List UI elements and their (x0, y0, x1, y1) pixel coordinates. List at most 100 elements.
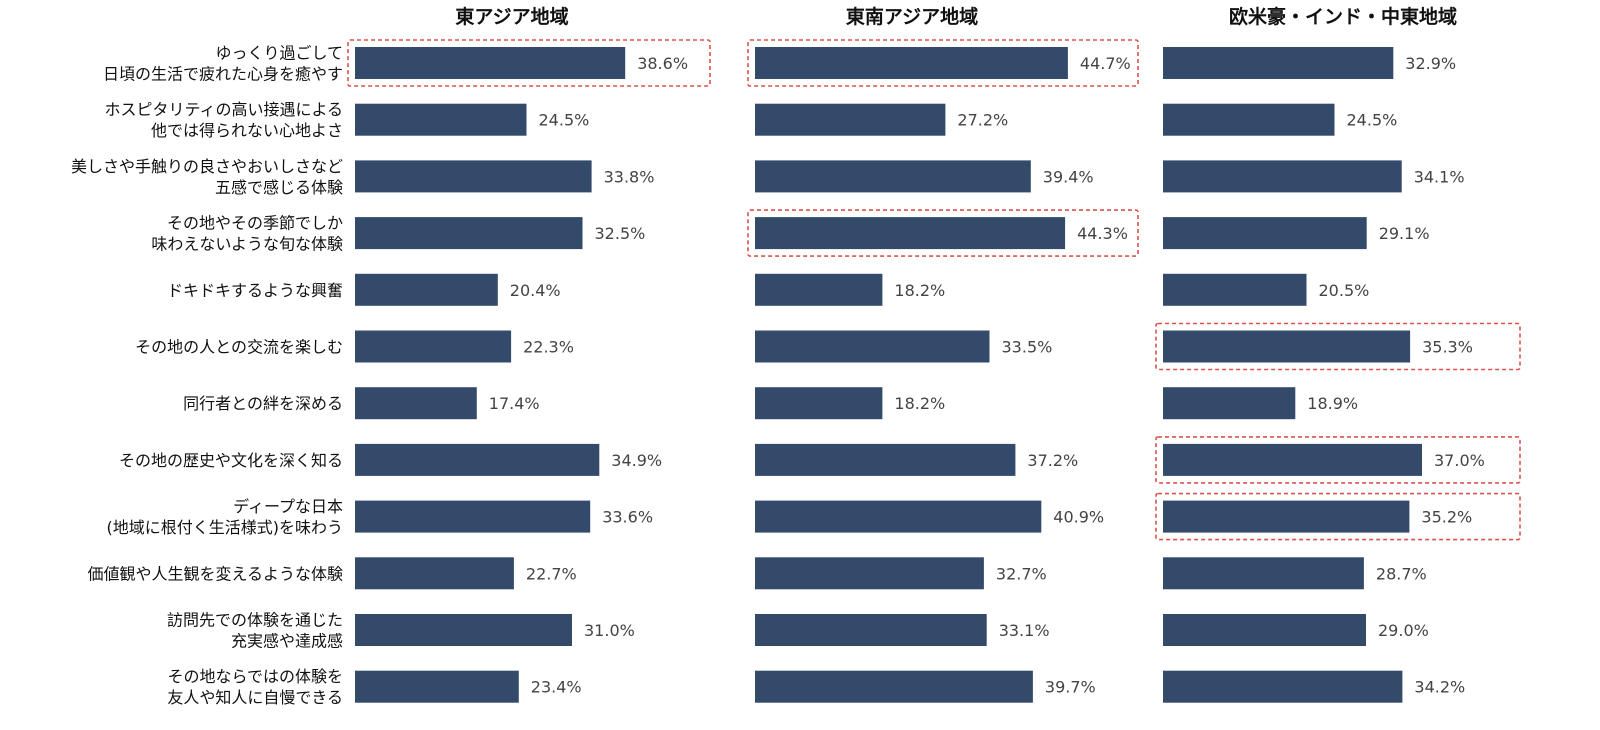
bar (755, 273, 883, 306)
bar (755, 500, 1042, 533)
category-label: 日頃の生活で疲れた心身を癒やす (103, 65, 343, 84)
bar (355, 614, 572, 646)
value-label: 32.5% (595, 224, 646, 243)
bar (355, 47, 626, 79)
panel-title: 東南アジア地域 (846, 5, 978, 28)
category-label: その地やその季節でしか (167, 214, 343, 233)
bar (1163, 273, 1307, 306)
category-label: ゆっくり過ごして (215, 44, 343, 63)
value-label: 39.4% (1043, 167, 1094, 186)
bar (355, 500, 591, 533)
value-label: 32.9% (1405, 54, 1456, 73)
value-label: 44.7% (1080, 54, 1131, 73)
bar (355, 443, 600, 476)
bar (755, 47, 1068, 79)
bar (355, 330, 512, 363)
value-label: 34.1% (1414, 167, 1465, 186)
value-label: 31.0% (584, 621, 635, 640)
bar (755, 670, 1033, 703)
highlight-box (1155, 436, 1521, 484)
bar (355, 160, 592, 193)
category-label: その地の歴史や文化を深く知る (119, 451, 343, 470)
value-label: 28.7% (1376, 564, 1427, 583)
value-label: 27.2% (957, 111, 1008, 130)
bar (355, 273, 498, 306)
bar (1163, 500, 1410, 533)
highlight-box (1155, 322, 1521, 371)
bar (355, 217, 583, 250)
bar (755, 217, 1066, 250)
bar (1163, 557, 1364, 590)
category-label: 訪問先での体験を通じた (167, 611, 343, 630)
bar (1163, 160, 1402, 193)
bar (755, 330, 990, 363)
value-label: 33.5% (1002, 338, 1053, 357)
value-label: 20.5% (1319, 281, 1370, 300)
bar (1163, 443, 1422, 476)
value-label: 35.2% (1421, 508, 1472, 527)
value-label: 18.2% (894, 394, 945, 413)
bar (1163, 330, 1411, 363)
value-label: 24.5% (1347, 111, 1398, 130)
bar (755, 103, 946, 136)
panel-title: 東アジア地域 (455, 5, 568, 28)
category-label: 味わえないような旬な体験 (151, 235, 343, 254)
category-label: 五感で感じる体験 (215, 178, 343, 197)
value-label: 39.7% (1045, 678, 1096, 697)
value-label: 24.5% (539, 111, 590, 130)
bar (755, 160, 1031, 193)
category-label: 友人や知人に自慢できる (167, 688, 343, 707)
category-label: 価値観や人生観を変えるような体験 (87, 564, 343, 583)
value-label: 44.3% (1077, 224, 1128, 243)
highlight-box (747, 39, 1139, 87)
bar (1163, 387, 1296, 420)
value-label: 29.0% (1378, 621, 1429, 640)
value-label: 17.4% (489, 394, 540, 413)
bar (1163, 47, 1394, 79)
value-label: 20.4% (510, 281, 561, 300)
bar (1163, 670, 1403, 703)
bar (355, 387, 477, 420)
value-label: 29.1% (1379, 224, 1430, 243)
highlight-box (1155, 492, 1521, 541)
value-label: 18.9% (1307, 394, 1358, 413)
value-label: 33.6% (602, 508, 653, 527)
bar (355, 103, 527, 136)
category-label: ディープな日本 (233, 497, 343, 516)
bar (755, 557, 984, 590)
category-label: ホスピタリティの高い接遇による (104, 100, 343, 119)
bar (1163, 217, 1367, 250)
value-label: 37.2% (1027, 451, 1078, 470)
value-label: 37.0% (1434, 451, 1485, 470)
value-label: 34.9% (611, 451, 662, 470)
value-label: 33.1% (999, 621, 1050, 640)
value-label: 23.4% (531, 678, 582, 697)
bar (755, 443, 1016, 476)
bar (1163, 614, 1366, 646)
value-label: 32.7% (996, 564, 1047, 583)
panel-title: 欧米豪・インド・中東地域 (1229, 5, 1457, 28)
category-label: その地の人との交流を楽しむ (135, 338, 343, 357)
category-label: 美しさや手触りの良さやおいしさなど (71, 157, 343, 176)
value-label: 18.2% (894, 281, 945, 300)
value-label: 33.8% (604, 167, 655, 186)
category-label: ドキドキするような興奮 (167, 281, 343, 300)
category-label: その地ならではの体験を (167, 667, 343, 686)
category-label: (地域に根付く生活様式)を味わう (107, 518, 344, 537)
category-label: 同行者との絆を深める (183, 394, 343, 413)
bar (355, 670, 519, 703)
category-label: 他では得られない心地よさ (151, 121, 343, 140)
bar (755, 387, 883, 420)
bar (1163, 103, 1335, 136)
highlight-box (747, 209, 1139, 257)
value-label: 34.2% (1414, 678, 1465, 697)
category-label: 充実感や達成感 (231, 632, 343, 651)
bar (355, 557, 514, 590)
highlight-box (347, 39, 711, 87)
value-label: 35.3% (1422, 338, 1473, 357)
value-label: 40.9% (1053, 508, 1104, 527)
value-label: 38.6% (637, 54, 688, 73)
value-label: 22.3% (523, 338, 574, 357)
